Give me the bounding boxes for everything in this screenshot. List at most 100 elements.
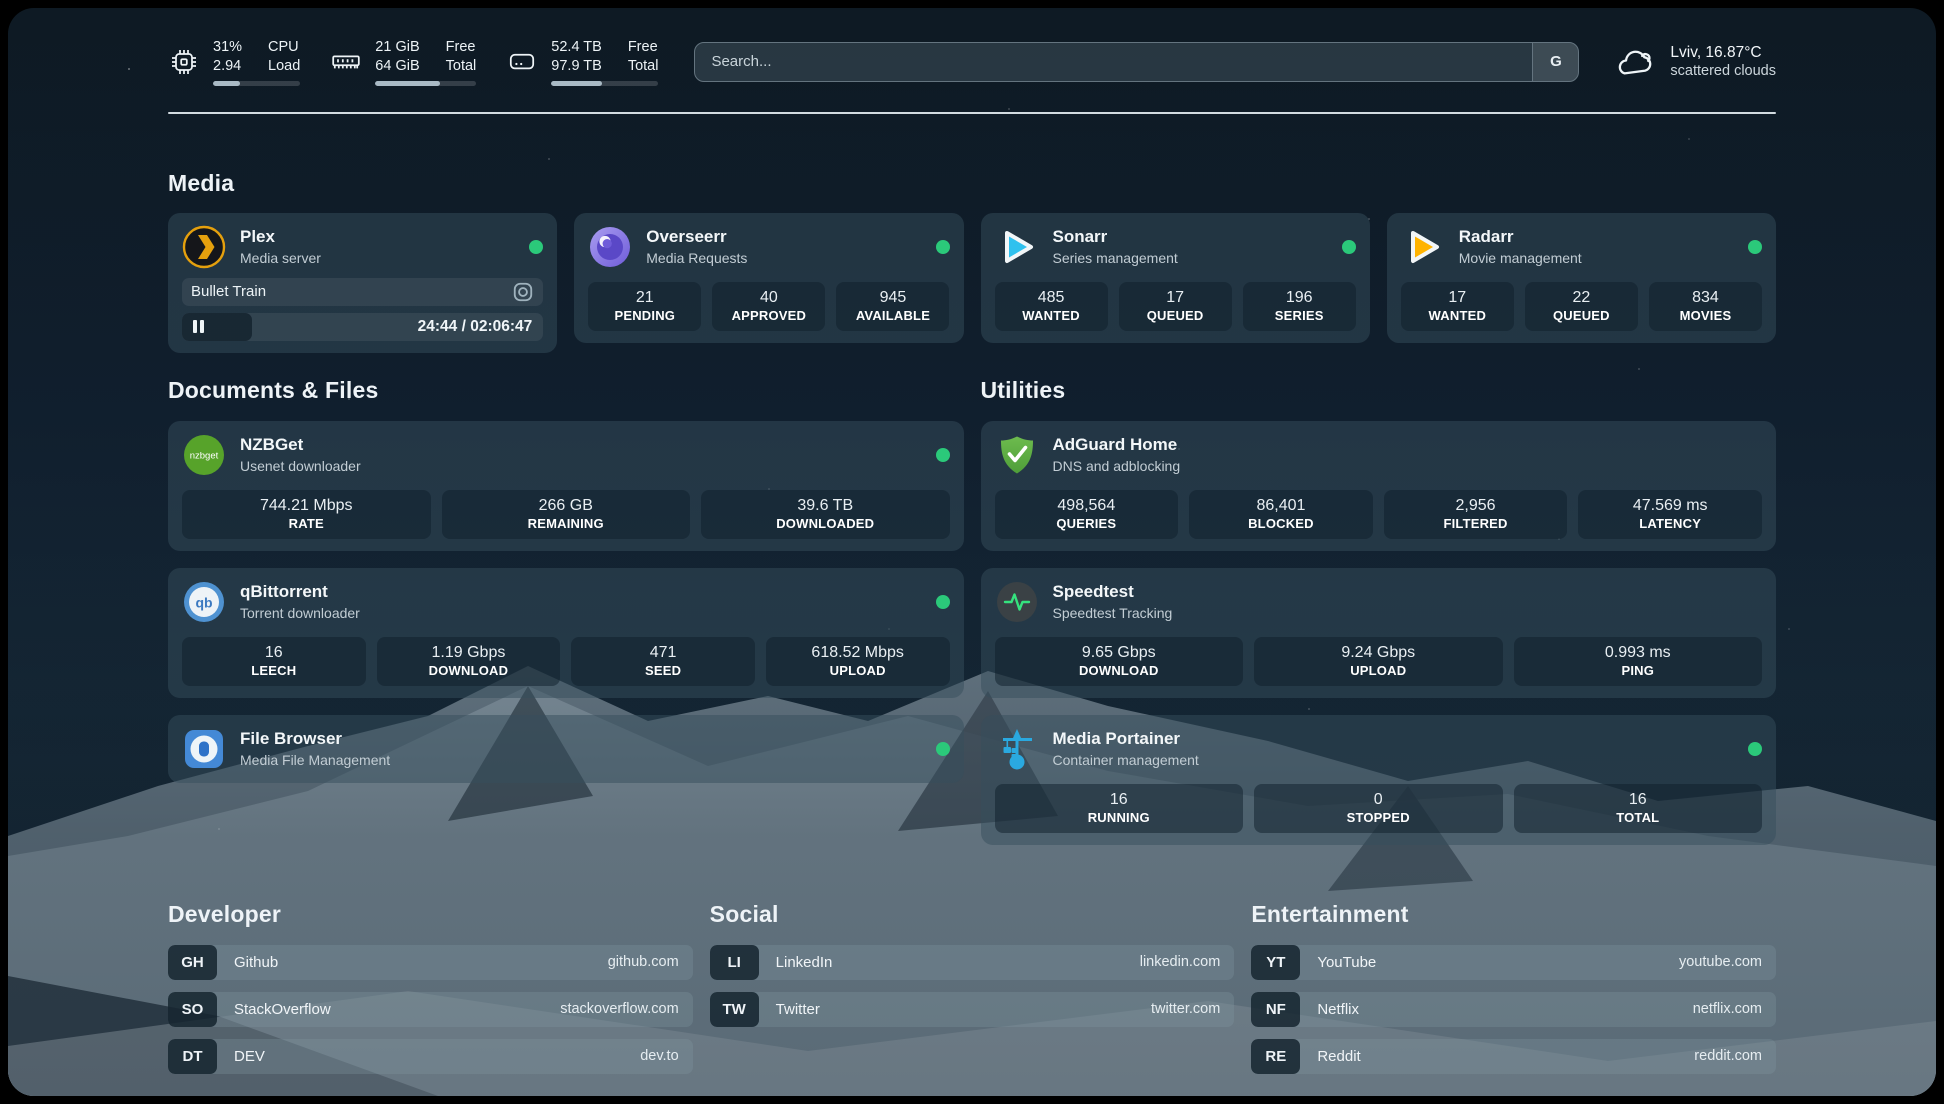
- qbittorrent-title: qBittorrent: [240, 582, 328, 602]
- weather-widget: Lviv, 16.87°C scattered clouds: [1615, 44, 1776, 79]
- qbittorrent-stat-leech: 16 LEECH: [182, 636, 366, 686]
- bookmarks-section: Developer GH Github github.com SO StackO…: [168, 901, 1776, 1096]
- qbittorrent-status-dot: [935, 594, 950, 609]
- qbittorrent-subtitle: Torrent downloader: [240, 604, 360, 621]
- documents-section-title: Documents & Files: [168, 376, 379, 403]
- portainer-subtitle: Container management: [1052, 751, 1199, 768]
- qbittorrent-stat-upload: 618.52 Mbps UPLOAD: [765, 636, 950, 686]
- search-bar: G: [694, 41, 1580, 82]
- entertainment-group: Entertainment YT YouTube youtube.com NF …: [1251, 901, 1776, 1074]
- session-device-icon[interactable]: [512, 281, 534, 303]
- nzbget-status-dot: [935, 447, 950, 462]
- overseerr-icon: [590, 226, 631, 267]
- bookmark-github[interactable]: GH Github github.com: [168, 944, 693, 980]
- reddit-abbr-badge: RE: [1251, 1038, 1301, 1074]
- sonarr-stat-series: 196 SERIES: [1242, 281, 1356, 331]
- nzbget-subtitle: Usenet downloader: [240, 457, 361, 474]
- radarr-card[interactable]: Radarr Movie management 17 WANTED 22 QUE…: [1386, 212, 1776, 343]
- media-section: Media Plex Media server: [168, 170, 1776, 353]
- social-group-title: Social: [709, 900, 779, 927]
- bookmark-youtube[interactable]: YT YouTube youtube.com: [1251, 944, 1776, 980]
- speedtest-stat-download: 9.65 Gbps DOWNLOAD: [994, 636, 1243, 686]
- disk-total-label: Total: [627, 57, 659, 74]
- adguard-stat-blocked: 86,401 BLOCKED: [1189, 489, 1373, 539]
- adguard-stat-queries: 498,564 QUERIES: [994, 489, 1179, 539]
- developer-group: Developer GH Github github.com SO StackO…: [168, 901, 693, 1074]
- sonarr-title: Sonarr: [1052, 227, 1108, 247]
- cpu-load-label: Load: [268, 57, 301, 74]
- bookmark-reddit[interactable]: RE Reddit reddit.com: [1251, 1038, 1776, 1074]
- radarr-icon: [1410, 230, 1439, 263]
- plex-card[interactable]: Plex Media server Bullet Train: [168, 212, 558, 353]
- developer-group-title: Developer: [168, 900, 282, 927]
- github-abbr-badge: GH: [168, 944, 217, 980]
- pause-icon[interactable]: [193, 320, 204, 334]
- filebrowser-icon: [185, 729, 223, 768]
- portainer-card[interactable]: Media Portainer Container management 16 …: [980, 714, 1776, 845]
- cloud-icon: [1619, 50, 1652, 75]
- adguard-stat-filtered: 2,956 FILTERED: [1383, 489, 1568, 539]
- memory-progress-track: [375, 80, 477, 86]
- nzbget-card[interactable]: nzbget NZBGet Usenet downloader 744.21 M…: [168, 420, 964, 551]
- radarr-stat-movies: 834 MOVIES: [1648, 281, 1762, 331]
- disk-icon: [510, 53, 535, 70]
- cpu-progress-track: [213, 80, 301, 86]
- adguard-card[interactable]: AdGuard Home DNS and adblocking 498,564 …: [980, 420, 1776, 551]
- radarr-stat-wanted: 17 WANTED: [1400, 281, 1514, 331]
- plex-subtitle: Media server: [240, 249, 321, 266]
- disk-progress-track: [551, 80, 659, 86]
- linkedin-abbr-badge: LI: [709, 944, 759, 980]
- sonarr-card[interactable]: Sonarr Series management 485 WANTED 17 Q…: [980, 212, 1370, 343]
- bookmark-stackoverflow[interactable]: SO StackOverflow stackoverflow.com: [168, 991, 693, 1027]
- search-input[interactable]: [695, 42, 1533, 81]
- utilities-column: Utilities AdGuard Home DNS and adblockin…: [980, 377, 1776, 845]
- google-search-button[interactable]: G: [1532, 42, 1579, 81]
- cpu-usage-value: 31%: [213, 39, 243, 55]
- portainer-status-dot: [1748, 741, 1762, 756]
- middle-columns: Documents & Files nzbget NZBGet Usenet d…: [168, 377, 1776, 845]
- speedtest-title: Speedtest: [1052, 582, 1134, 602]
- overseerr-status-dot: [935, 239, 950, 254]
- bookmark-dev[interactable]: DT DEV dev.to: [168, 1038, 693, 1074]
- filebrowser-card[interactable]: File Browser Media File Management: [168, 714, 964, 783]
- radarr-subtitle: Movie management: [1458, 249, 1582, 266]
- nzbget-stat-remaining: 266 GB REMAINING: [441, 489, 690, 539]
- cpu-icon: [172, 49, 196, 74]
- entertainment-group-title: Entertainment: [1251, 900, 1409, 927]
- sonarr-stat-queued: 17 QUEUED: [1118, 281, 1232, 331]
- radarr-title: Radarr: [1458, 227, 1514, 247]
- qbittorrent-stat-download: 1.19 Gbps DOWNLOAD: [376, 636, 561, 686]
- overseerr-card[interactable]: Overseerr Media Requests 21 PENDING 40 A…: [574, 212, 964, 343]
- memory-free-value: 21 GiB: [375, 39, 420, 55]
- nzbget-stat-downloaded: 39.6 TB DOWNLOADED: [701, 489, 950, 539]
- disk-stat: 52.4 TB Free 97.9 TB Total: [506, 38, 659, 86]
- plex-icon: [182, 225, 226, 268]
- bookmark-twitter[interactable]: TW Twitter twitter.com: [709, 991, 1235, 1027]
- portainer-icon: [1002, 728, 1032, 770]
- twitter-abbr-badge: TW: [709, 991, 759, 1027]
- plex-now-playing-title: Bullet Train: [191, 283, 267, 301]
- portainer-title: Media Portainer: [1052, 729, 1181, 749]
- svg-text:qb: qb: [195, 594, 212, 610]
- cpu-stat: 31% CPU 2.94 Load: [168, 38, 301, 86]
- adguard-title: AdGuard Home: [1052, 435, 1178, 455]
- weather-location-temp: Lviv, 16.87°C: [1670, 44, 1762, 62]
- disk-total-value: 97.9 TB: [551, 57, 602, 74]
- background-tint: [8, 8, 1936, 1096]
- youtube-abbr-badge: YT: [1251, 944, 1301, 980]
- cpu-label: CPU: [268, 39, 299, 55]
- bookmark-linkedin[interactable]: LI LinkedIn linkedin.com: [709, 944, 1235, 980]
- disk-free-label: Free: [627, 39, 658, 55]
- qbittorrent-card[interactable]: qb qBittorrent Torrent downloader 16 LEE…: [168, 567, 964, 698]
- plex-playback-time: 24:44 / 02:06:47: [417, 317, 533, 335]
- memory-icon: [332, 55, 360, 69]
- bookmark-netflix[interactable]: NF Netflix netflix.com: [1251, 991, 1776, 1027]
- documents-column: Documents & Files nzbget NZBGet Usenet d…: [168, 377, 964, 783]
- cpu-progress-fill: [213, 80, 241, 86]
- plex-progress-bar[interactable]: 24:44 / 02:06:47: [182, 312, 544, 341]
- adguard-icon: [1000, 436, 1033, 474]
- memory-progress-fill: [375, 80, 440, 86]
- disk-free-value: 52.4 TB: [551, 39, 602, 55]
- plex-status-dot: [529, 239, 544, 254]
- speedtest-card[interactable]: Speedtest Speedtest Tracking 9.65 Gbps D…: [980, 567, 1776, 698]
